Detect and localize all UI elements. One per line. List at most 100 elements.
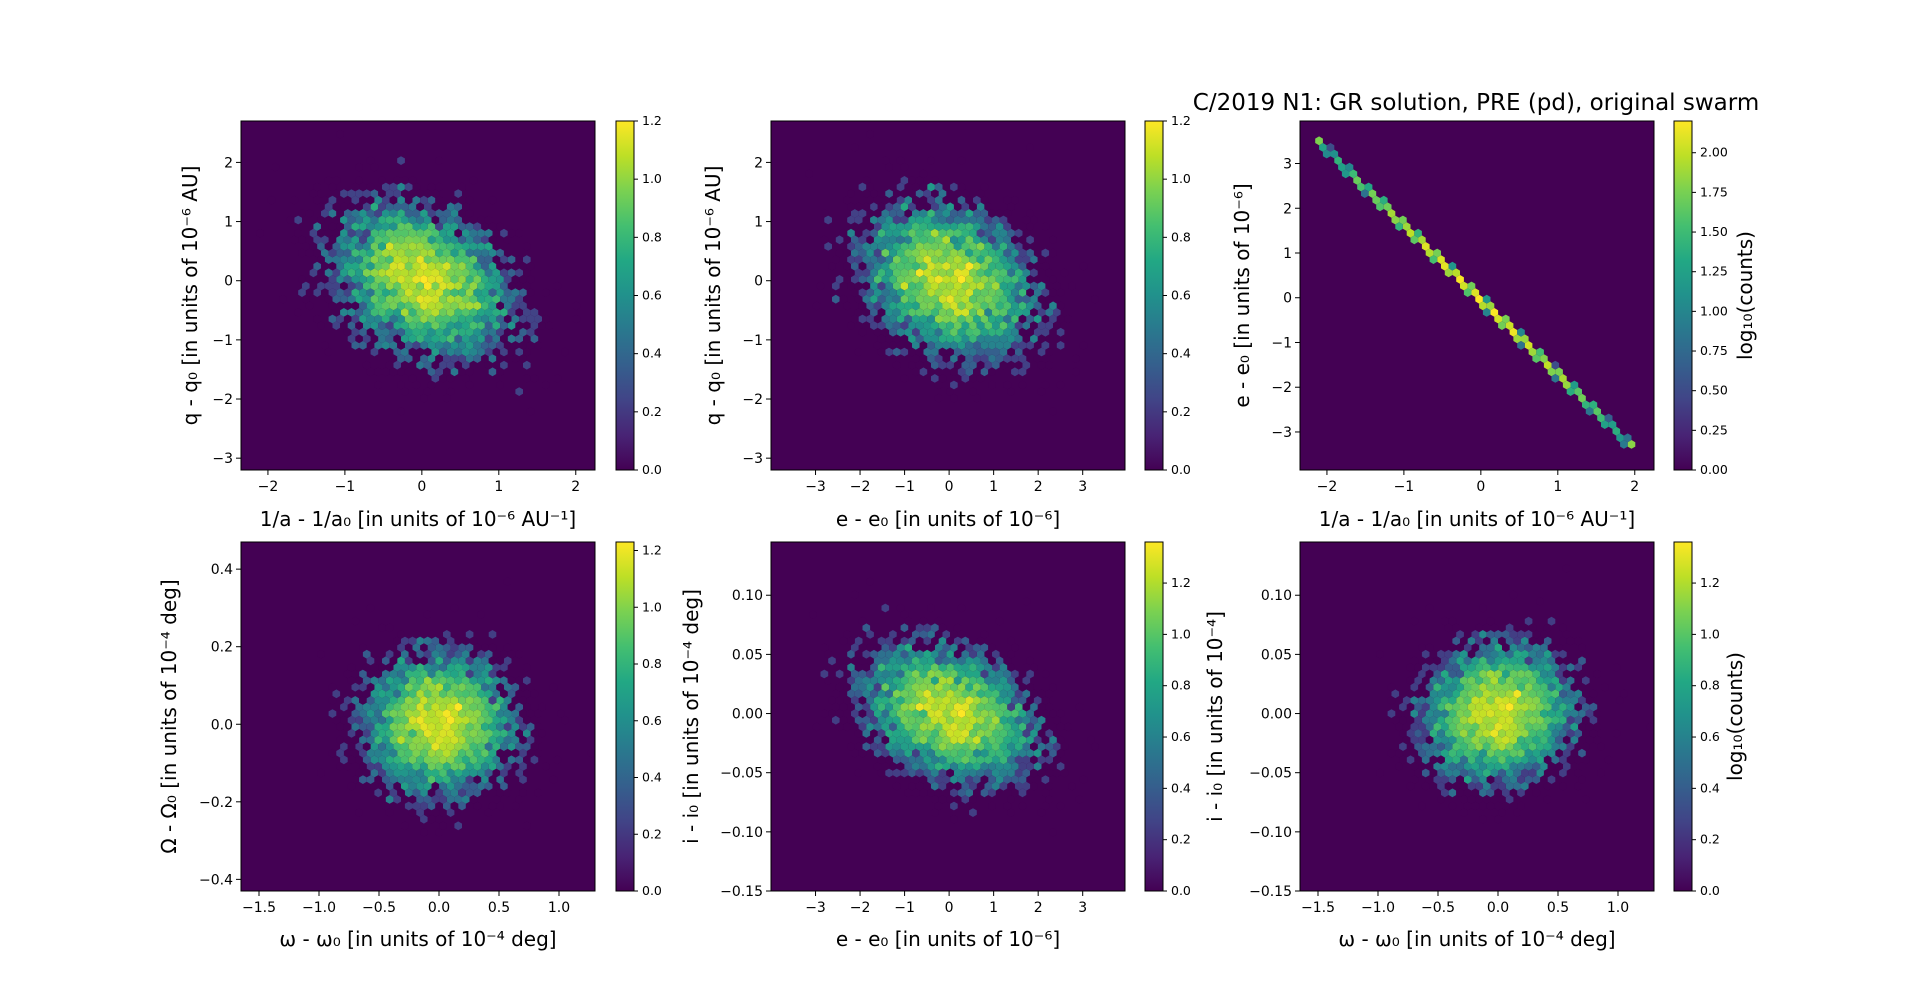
hexbin-cell: [969, 281, 977, 291]
hexbin-cell: [343, 327, 352, 337]
hexbin-cell: [961, 649, 970, 659]
hexbin-cell: [1429, 676, 1438, 685]
hexbin-cell: [870, 294, 878, 304]
hexbin-cell: [427, 182, 436, 192]
hexbin-cell: [477, 742, 485, 751]
hexbin-cell: [1315, 136, 1323, 146]
hexbin-cell: [1030, 294, 1038, 304]
hexbin-cell: [881, 156, 890, 165]
hexbin-cell: [1041, 788, 1050, 798]
hexbin-cell: [1463, 682, 1472, 692]
hexbin-cell: [866, 235, 874, 245]
hexbin-cell: [1049, 275, 1057, 284]
hexbin-cell: [1494, 314, 1502, 324]
hexbin-cell: [904, 314, 912, 324]
hexbin-cell: [412, 788, 421, 798]
hexbin-cell: [492, 308, 501, 317]
hexbin-cell: [538, 729, 546, 738]
hexbin-cell: [1060, 768, 1069, 778]
hexbin-cell: [427, 235, 436, 245]
hexbin-cell: [1540, 696, 1548, 705]
hexbin-cell: [324, 242, 333, 251]
hexbin-cell: [1559, 636, 1567, 646]
hexbin-cell: [507, 702, 516, 712]
hexbin-cell: [492, 742, 501, 751]
hexbin-cell: [439, 242, 447, 251]
colorbar: 0.00.20.40.60.81.01.2: [615, 113, 662, 477]
hexbin-cell: [892, 242, 901, 251]
hexbin-cell: [435, 288, 443, 297]
hexbin-cell: [526, 722, 535, 732]
hexbin-cell: [999, 242, 1008, 251]
hexbin-cell: [870, 189, 878, 198]
hexbin-cell: [923, 623, 931, 633]
hexbin-cell: [1505, 729, 1514, 738]
hexbin-cell: [1532, 775, 1541, 784]
hexbin-cell: [957, 261, 966, 271]
hexbin-cell: [912, 314, 920, 324]
hexbin-cell: [889, 314, 897, 324]
hexbin-cell: [938, 308, 947, 317]
hexbin-cell: [359, 248, 367, 258]
hexbin-cell: [900, 189, 909, 198]
hexbin-cell: [915, 347, 924, 357]
hexbin-cell: [431, 334, 440, 344]
hexbin-cell: [439, 755, 447, 765]
hexbin-cell: [519, 775, 527, 784]
hexbin-cell: [824, 649, 832, 659]
hexbin-cell: [439, 781, 447, 791]
hexbin-cell: [389, 209, 398, 218]
hexbin-cell: [359, 288, 367, 297]
hexbin-cell: [942, 709, 951, 718]
hexbin-cell: [1421, 715, 1430, 725]
y-tick-label: −1: [742, 333, 763, 349]
hexbin-cell: [412, 182, 421, 192]
hexbin-cell: [832, 689, 840, 699]
hexbin-cell: [1395, 762, 1403, 771]
hexbin-cell: [362, 689, 371, 699]
colorbar-tick-label: 0.00: [1700, 462, 1728, 477]
hexbin-cell: [908, 215, 916, 225]
hexbin-cell: [1091, 294, 1099, 304]
hexbin-cell: [1460, 281, 1468, 291]
hexbin-cell: [900, 755, 909, 765]
hexbin-cell: [450, 696, 459, 705]
hexbin-cell: [976, 360, 985, 370]
hexbin-cell: [1456, 722, 1464, 732]
hexbin-cell: [382, 301, 390, 311]
hexbin-cell: [950, 696, 958, 705]
hexbin-cell: [462, 202, 470, 212]
hexbin-cell: [1502, 735, 1510, 745]
hexbin-cell: [1547, 709, 1556, 718]
hexbin-cell: [412, 682, 421, 692]
hexbin-cell: [1033, 288, 1042, 297]
hexbin-cell: [980, 775, 989, 784]
hexbin-cell: [469, 281, 478, 291]
hexbin-cell: [915, 742, 924, 751]
hexbin-cell: [904, 762, 912, 771]
hexbin-cell: [1026, 327, 1034, 337]
hexbin-cell: [854, 742, 863, 751]
hexbin-cell: [915, 189, 924, 198]
hexbin-cell: [477, 242, 485, 251]
hexbin-cell: [1429, 755, 1438, 765]
hexbin-cell: [359, 209, 367, 218]
y-tick-label: 3: [1283, 157, 1292, 173]
hexbin-cell: [1498, 808, 1506, 817]
hexbin-cell: [870, 663, 878, 672]
hexbin-cell: [847, 255, 855, 264]
hexbin-cell: [999, 729, 1008, 738]
hexbin-cell: [412, 314, 421, 324]
hexbin-cell: [942, 275, 951, 284]
hexbin-cell: [500, 294, 508, 304]
hexbin-cell: [915, 176, 924, 185]
hexbin-cell: [1011, 696, 1019, 705]
hexbin-cell: [892, 663, 901, 672]
hexbin-cell: [995, 709, 1004, 718]
hexbin-cell: [507, 742, 516, 751]
hexbin-cell: [1540, 709, 1548, 718]
hexbin-cell: [1425, 762, 1434, 771]
hexbin-cell: [812, 301, 821, 311]
hexbin-cell: [416, 702, 424, 712]
hexbin-cell: [1616, 696, 1624, 705]
